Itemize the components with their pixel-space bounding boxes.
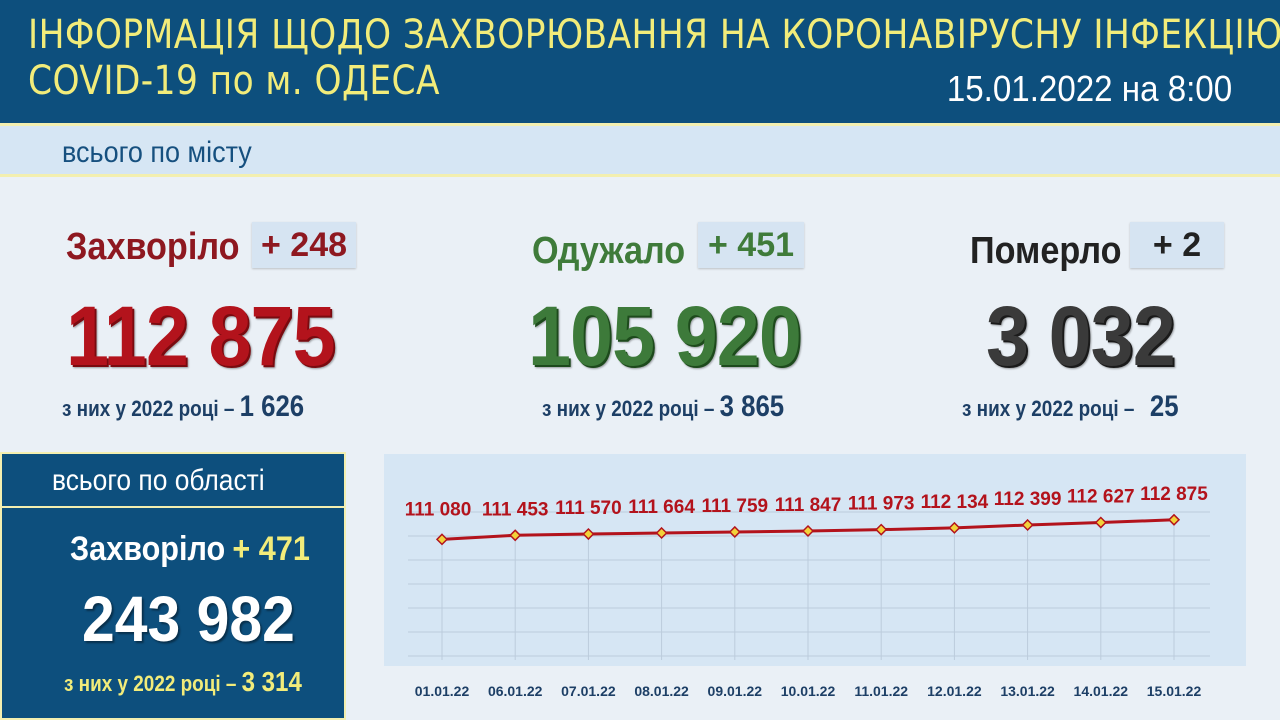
data-point	[801, 524, 815, 538]
died-2022-value: 25	[1149, 390, 1179, 423]
data-label: 111 759	[702, 496, 769, 517]
data-label: 112 134	[921, 492, 989, 513]
title-line-1: ІНФОРМАЦІЯ ЩОДО ЗАХВОРЮВАННЯ НА КОРОНАВІ…	[28, 12, 1280, 58]
data-label: 111 570	[555, 498, 622, 519]
x-tick-label: 14.01.22	[1074, 683, 1129, 699]
region-2022: з них у 2022 році –3 314	[64, 666, 302, 698]
header-banner: ІНФОРМАЦІЯ ЩОДО ЗАХВОРЮВАННЯ НА КОРОНАВІ…	[0, 0, 1280, 123]
data-label: 111 664	[628, 497, 695, 518]
cases-line-chart: 111 080 01.01.22 111 453 06.01.22 111 570 07.…	[380, 452, 1248, 720]
region-sick-total: 243 982	[82, 583, 295, 655]
recovered-title: Одужало	[532, 230, 686, 272]
x-tick-label: 06.01.22	[488, 683, 543, 699]
city-section-band: всього по місту	[0, 123, 1280, 177]
region-stats-panel: Захворіло + 471 243 982 з них у 2022 році…	[0, 508, 346, 720]
data-label: 111 847	[775, 495, 842, 516]
title-line-2: COVID-19 по м. ОДЕСА	[28, 58, 440, 104]
data-label: 111 080	[405, 499, 472, 520]
region-sick-delta: + 471	[232, 530, 310, 568]
data-point	[875, 523, 888, 536]
data-point	[948, 521, 961, 534]
data-label: 111 453	[482, 499, 549, 520]
region-2022-label: з них у 2022 році –	[64, 671, 237, 696]
died-2022-label: з них у 2022 році –	[962, 396, 1135, 421]
sick-title: Захворіло	[66, 226, 240, 268]
data-label: 112 399	[994, 489, 1062, 510]
data-point	[509, 529, 522, 542]
data-label: 112 875	[1140, 484, 1208, 505]
recovered-total: 105 920	[528, 289, 802, 383]
x-tick-label: 09.01.22	[708, 683, 763, 699]
x-tick-label: 15.01.22	[1147, 683, 1202, 699]
sick-total: 112 875	[66, 289, 336, 383]
x-tick-label: 13.01.22	[1000, 683, 1055, 699]
x-tick-label: 10.01.22	[781, 683, 836, 699]
city-section-label: всього по місту	[62, 136, 252, 169]
data-point	[1167, 513, 1181, 526]
x-tick-label: 11.01.22	[854, 683, 908, 699]
died-2022: з них у 2022 році – 25	[962, 390, 1179, 424]
data-label: 111 973	[848, 494, 915, 515]
data-point	[582, 527, 595, 541]
data-label: 112 627	[1067, 487, 1135, 508]
region-section-header: всього по області	[0, 452, 346, 508]
x-tick-label: 07.01.22	[561, 683, 616, 699]
report-date: 15.01.2022 на 8:00	[946, 68, 1232, 109]
data-point	[1094, 516, 1107, 529]
region-section-label: всього по області	[52, 464, 265, 497]
region-2022-value: 3 314	[241, 666, 302, 697]
chart-svg: 111 080 01.01.22 111 453 06.01.22 111 570 07.…	[384, 454, 1246, 699]
recovered-2022-value: 3 865	[719, 390, 785, 423]
page-title: ІНФОРМАЦІЯ ЩОДО ЗАХВОРЮВАННЯ НА КОРОНАВІ…	[28, 12, 1280, 104]
died-total: 3 032	[986, 289, 1176, 383]
x-tick-label: 08.01.22	[634, 683, 689, 699]
x-tick-label: 01.01.22	[415, 683, 470, 699]
data-point	[655, 526, 668, 540]
recovered-delta-badge: + 451	[698, 222, 804, 268]
x-tick-label: 12.01.22	[927, 683, 982, 699]
sick-2022-value: 1 626	[239, 390, 305, 423]
died-title: Померло	[970, 230, 1122, 272]
died-delta-badge: + 2	[1130, 222, 1224, 268]
sick-2022: з них у 2022 році –1 626	[62, 390, 304, 424]
recovered-2022-label: з них у 2022 році –	[542, 396, 715, 421]
data-point	[728, 525, 741, 539]
region-sick-title: Захворіло	[70, 530, 226, 568]
region-sick: Захворіло + 471	[70, 530, 310, 569]
recovered-2022: з них у 2022 році –3 865	[542, 390, 784, 424]
data-point	[1021, 518, 1034, 532]
sick-delta-badge: + 248	[252, 222, 356, 268]
data-point	[435, 533, 449, 546]
sick-2022-label: з них у 2022 році –	[62, 396, 235, 421]
